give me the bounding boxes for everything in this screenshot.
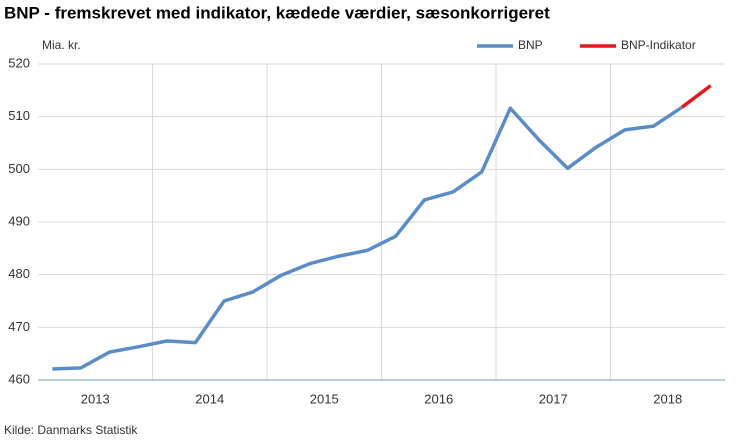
- x-tick-label: 2013: [81, 391, 110, 406]
- chart-title: BNP - fremskrevet med indikator, kædede …: [4, 3, 550, 22]
- x-tick-label: 2016: [424, 391, 453, 406]
- y-tick-label: 480: [8, 266, 30, 281]
- y-tick-label: 500: [8, 161, 30, 176]
- y-tick-label: 490: [8, 213, 30, 228]
- y-tick-label: 510: [8, 108, 30, 123]
- y-tick-label: 460: [8, 371, 30, 386]
- y-tick-label: 520: [8, 55, 30, 70]
- x-tick-label: 2017: [539, 391, 568, 406]
- legend-label: BNP: [518, 38, 543, 52]
- x-tick-label: 2014: [195, 391, 224, 406]
- legend-label: BNP-Indikator: [621, 38, 696, 52]
- x-tick-label: 2018: [653, 391, 682, 406]
- line-series: [52, 105, 684, 371]
- source: Kilde: Danmarks Statistik: [4, 423, 138, 437]
- x-tick-label: 2015: [310, 391, 339, 406]
- line-series: [681, 84, 712, 109]
- y-tick-label: 470: [8, 319, 30, 334]
- y-axis-label: Mia. kr.: [42, 38, 81, 52]
